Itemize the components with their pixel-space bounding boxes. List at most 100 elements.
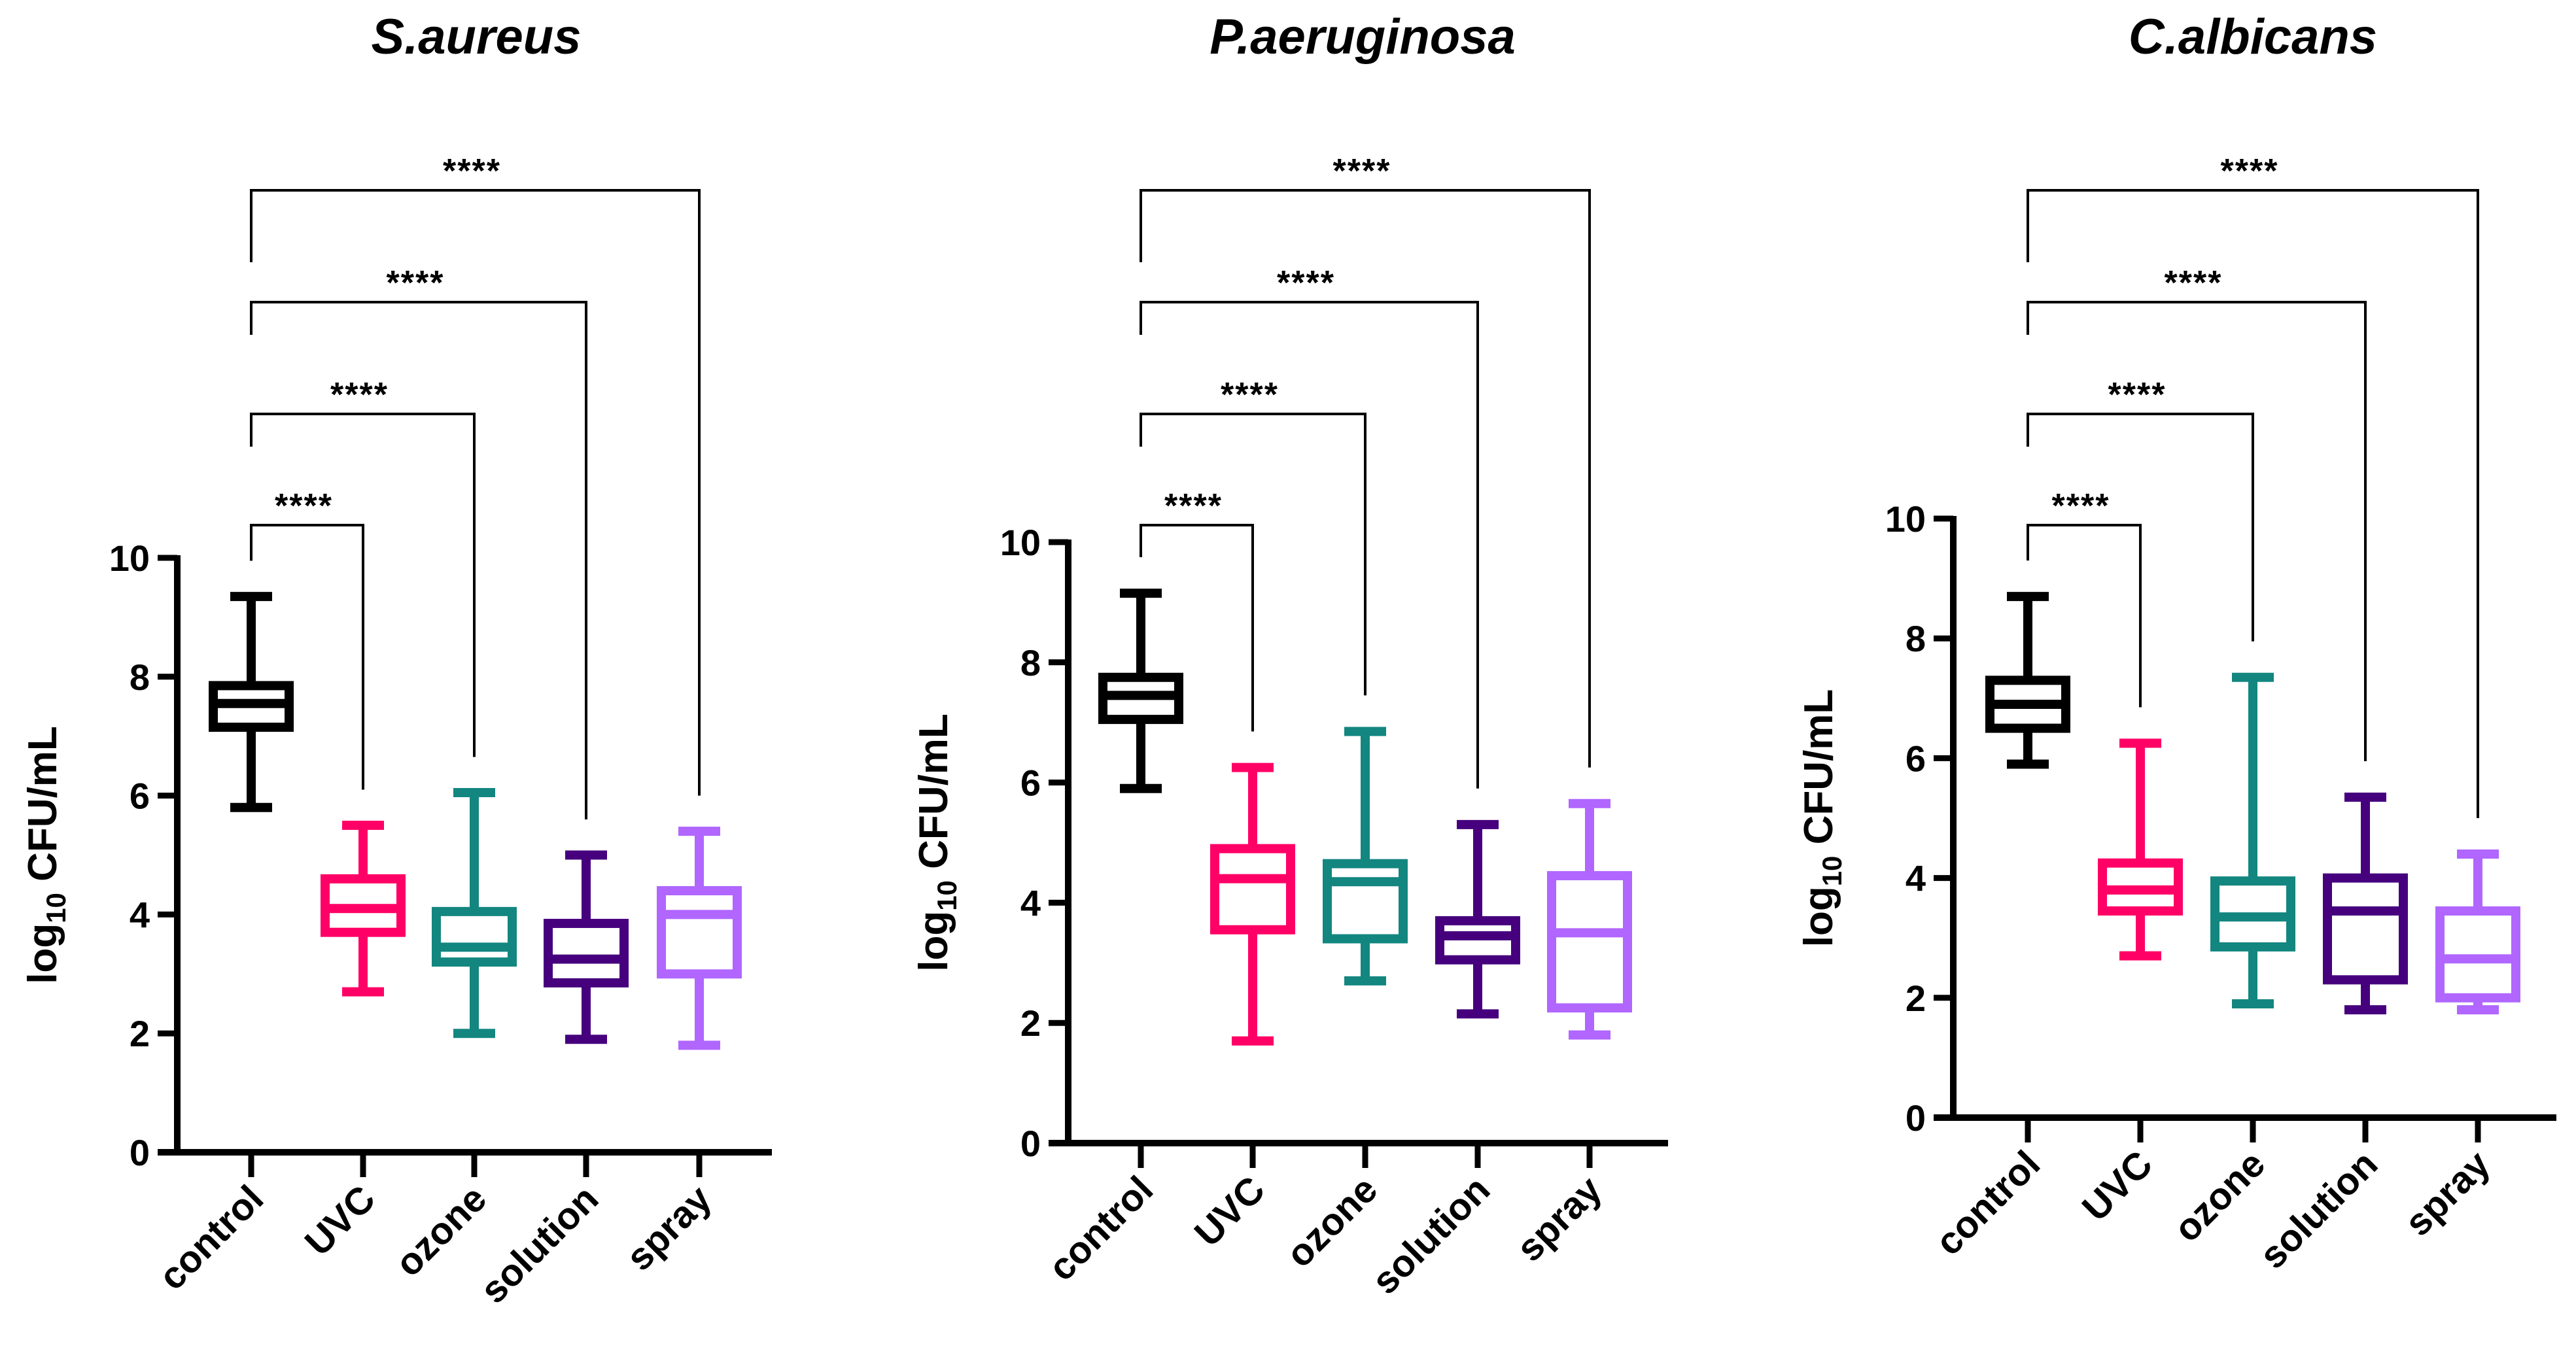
bracket-line xyxy=(250,524,364,790)
chart-title: S.aureus xyxy=(371,9,581,65)
y-label-subscript: 10 xyxy=(931,880,962,911)
chart-title: C.albicans xyxy=(2129,9,2377,65)
y-tick-label: 8 xyxy=(1020,642,1041,683)
box-UVC xyxy=(2098,738,2183,961)
bracket-line xyxy=(2027,413,2254,642)
y-tick-label: 6 xyxy=(1906,738,1926,779)
y-label-unit: CFU/mL xyxy=(20,726,65,893)
bracket-line xyxy=(2027,524,2142,708)
y-tick-label: 10 xyxy=(1885,498,1926,540)
y-label-subscript: 10 xyxy=(1817,856,1847,887)
iqr-box xyxy=(657,886,742,979)
y-tick-label: 0 xyxy=(130,1132,150,1173)
y-tick-label: 0 xyxy=(1906,1097,1926,1139)
significance-label: **** xyxy=(1164,487,1223,525)
chart-title: P.aeruginosa xyxy=(1210,9,1515,65)
significance-bracket-solution: **** xyxy=(250,264,587,819)
box-spray xyxy=(1547,798,1632,1040)
x-tick-label-spray: spray xyxy=(2397,1142,2498,1244)
x-tick-label-UVC: UVC xyxy=(1187,1168,1274,1255)
y-tick-label: 10 xyxy=(109,538,150,579)
significance-bracket-UVC: **** xyxy=(250,487,364,790)
significance-label: **** xyxy=(443,152,501,190)
box-control xyxy=(1098,589,1183,793)
x-tick-label-spray: spray xyxy=(618,1177,720,1278)
x-tick-label-ozone: ozone xyxy=(387,1177,495,1284)
significance-label: **** xyxy=(1333,152,1391,190)
y-tick-label: 10 xyxy=(1000,522,1041,563)
y-tick-label: 2 xyxy=(130,1013,150,1054)
x-tick-label-solution: solution xyxy=(1364,1168,1498,1302)
y-label-unit: CFU/mL xyxy=(1796,689,1841,856)
y-label-unit: CFU/mL xyxy=(911,713,956,880)
significance-label: **** xyxy=(275,487,333,525)
significance-label: **** xyxy=(2108,376,2167,414)
box-control xyxy=(209,592,294,812)
significance-bracket-solution: **** xyxy=(2027,264,2367,761)
significance-bracket-ozone: **** xyxy=(2027,376,2254,642)
box-UVC xyxy=(321,821,406,997)
significance-label: **** xyxy=(387,264,445,302)
iqr-box xyxy=(1547,871,1632,1013)
iqr-box xyxy=(2323,873,2408,985)
y-label-log: log xyxy=(1796,886,1841,947)
y-axis-label: log10 CFU/mL xyxy=(911,713,962,972)
significance-label: **** xyxy=(330,376,389,414)
box-UVC xyxy=(1210,763,1295,1046)
bracket-line xyxy=(2027,189,2479,818)
iqr-box xyxy=(1323,859,1408,944)
significance-label: **** xyxy=(2221,152,2279,190)
box-ozone xyxy=(1323,727,1408,986)
x-tick-label-ozone: ozone xyxy=(2166,1142,2273,1250)
bracket-line xyxy=(1140,524,1254,732)
y-tick-label: 4 xyxy=(130,894,150,935)
bracket-line xyxy=(1140,189,1591,768)
significance-bracket-spray: **** xyxy=(250,152,701,796)
bracket-line xyxy=(1140,301,1479,789)
bracket-line xyxy=(250,301,587,819)
iqr-box xyxy=(544,919,629,987)
x-tick-label-ozone: ozone xyxy=(1278,1168,1385,1275)
x-tick-label-solution: solution xyxy=(472,1177,606,1311)
bracket-line xyxy=(1140,413,1366,696)
significance-bracket-UVC: **** xyxy=(1140,487,1254,732)
y-tick-label: 4 xyxy=(1906,858,1926,899)
box-ozone xyxy=(2210,672,2295,1008)
x-tick-label-control: control xyxy=(1040,1168,1161,1289)
box-ozone xyxy=(432,788,517,1038)
y-label-log: log xyxy=(20,923,65,984)
box-solution xyxy=(544,850,629,1044)
box-control xyxy=(1985,592,2070,769)
y-tick-label: 4 xyxy=(1020,882,1041,923)
significance-label: **** xyxy=(2052,487,2110,525)
y-tick-label: 8 xyxy=(130,657,150,698)
y-label-log: log xyxy=(911,911,956,972)
significance-bracket-spray: **** xyxy=(2027,152,2479,818)
significance-bracket-spray: **** xyxy=(1140,152,1591,768)
significance-bracket-ozone: **** xyxy=(1140,376,1366,696)
y-tick-label: 6 xyxy=(1020,763,1041,804)
iqr-box xyxy=(432,906,517,967)
significance-label: **** xyxy=(2165,264,2223,302)
significance-bracket-UVC: **** xyxy=(2027,487,2142,708)
y-tick-label: 2 xyxy=(1906,978,1926,1019)
significance-label: **** xyxy=(1277,264,1335,302)
box-spray xyxy=(2435,849,2520,1015)
iqr-box xyxy=(1210,844,1295,935)
y-label-subscript: 10 xyxy=(41,893,71,923)
x-tick-label-UVC: UVC xyxy=(2074,1142,2161,1229)
significance-bracket-ozone: **** xyxy=(250,376,476,757)
box-solution xyxy=(1435,819,1520,1019)
y-tick-label: 2 xyxy=(1020,1003,1041,1044)
bracket-line xyxy=(250,413,476,757)
y-axis-label: log10 CFU/mL xyxy=(1796,689,1847,948)
box-spray xyxy=(657,827,742,1050)
y-tick-label: 6 xyxy=(130,776,150,817)
box-solution xyxy=(2323,792,2408,1015)
x-tick-label-solution: solution xyxy=(2252,1142,2386,1277)
